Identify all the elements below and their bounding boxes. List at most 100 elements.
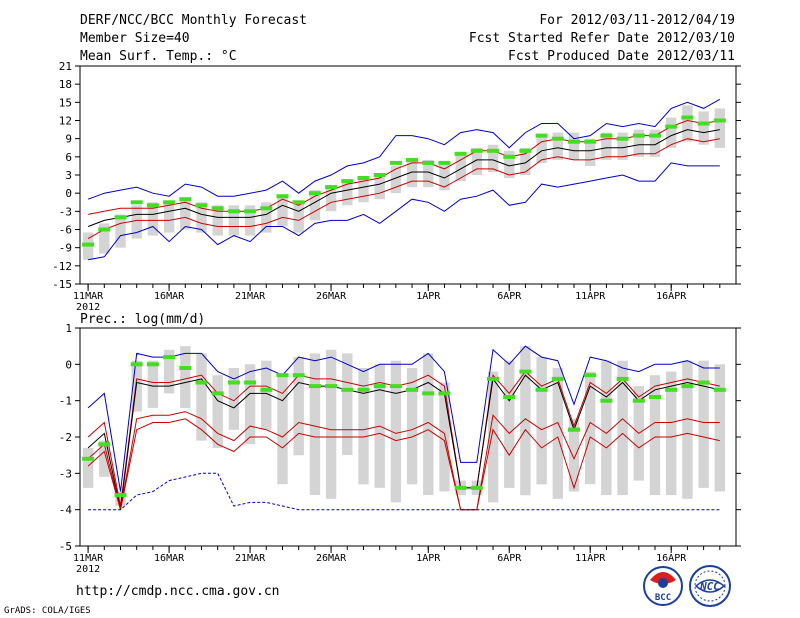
prec-observed-mark — [503, 395, 516, 399]
prec-max-series-line — [87, 345, 720, 492]
prec-observed-mark — [195, 380, 208, 385]
temp-x-tick-label: 6APR — [497, 291, 522, 302]
temp-ensemble-box — [423, 159, 434, 188]
fcst-produced-date-label: Fcst Produced Date 2012/03/11 — [508, 49, 735, 64]
temp-observed-mark — [325, 185, 338, 190]
prec-min-series-line — [88, 472, 720, 511]
temp-x-tick-label: 16MAR — [154, 291, 185, 302]
temp-ensemble-box — [244, 205, 256, 236]
bcc-logo: BCC — [643, 566, 683, 606]
temp-x-tick-label: 11APR — [575, 291, 606, 302]
prec-ensemble-box — [406, 368, 418, 485]
temp-ensemble-box — [552, 132, 563, 160]
temp-observed-mark — [146, 203, 159, 208]
prec-observed-mark — [227, 380, 240, 385]
temp-ensemble-box — [601, 132, 612, 160]
prec-x-tick-label: 1APR — [416, 553, 441, 564]
temp-x-tick-label: 26MAR — [316, 291, 347, 302]
prec-observed-mark — [454, 485, 467, 490]
prec-observed-mark — [82, 456, 95, 461]
temp-y-tick-label: 3 — [65, 169, 72, 182]
prec-ensemble-box — [536, 357, 547, 485]
prec-y-tick-label: -2 — [59, 431, 72, 444]
temp-p80-series-line — [88, 119, 720, 215]
temp-observed-mark — [535, 133, 548, 138]
temp-observed-mark — [357, 176, 370, 180]
prec-observed-mark — [357, 387, 370, 392]
bcc-logo-label: BCC — [655, 593, 671, 603]
temp-observed-mark — [389, 160, 402, 165]
prec-observed-mark — [276, 373, 289, 378]
prec-ensemble-box — [196, 353, 207, 441]
temp-y-tick-label: 12 — [59, 115, 72, 128]
temp-observed-mark — [551, 136, 564, 141]
prec-observed-mark — [535, 387, 548, 392]
prec-observed-mark — [406, 387, 418, 392]
temp-lines-layer — [87, 98, 721, 261]
prec-observed-mark — [519, 369, 532, 374]
temp-observed-mark — [98, 227, 111, 232]
temp-y-tick-label: -12 — [52, 260, 72, 273]
temp-observed-mark — [697, 121, 710, 126]
prec-ensemble-box — [163, 349, 175, 394]
prec-ensemble-box — [666, 371, 677, 496]
temp-observed-mark — [487, 148, 499, 153]
temp-ensemble-box — [698, 111, 709, 145]
prec-observed-mark — [130, 362, 143, 367]
prec-ensemble-box — [682, 360, 693, 499]
prec-ensemble-box — [277, 375, 288, 485]
prec-observed-mark — [632, 398, 645, 403]
temp-ensemble-box — [666, 117, 677, 148]
ncc-logo: NCC — [689, 565, 731, 607]
prec-y-tick-label: -1 — [59, 395, 72, 408]
temp-ensemble-box — [212, 205, 223, 236]
prec-ensemble-box — [552, 368, 563, 499]
prec-ensemble-box — [520, 346, 531, 496]
temp-ensemble-box — [358, 178, 369, 203]
prec-observed-mark — [308, 384, 321, 389]
source-url[interactable]: http://cmdp.ncc.cma.gov.cn — [76, 584, 280, 599]
temp-ensemble-box — [682, 105, 693, 142]
temp-y-tick-label: 15 — [59, 96, 72, 109]
prec-ensemble-box — [309, 353, 321, 496]
prec-lines-layer — [87, 345, 720, 511]
prec-ensemble-box — [649, 375, 661, 496]
temp-observed-mark — [373, 173, 386, 177]
prec-ensemble-box — [180, 346, 191, 408]
temp-ensemble-box — [325, 187, 337, 212]
prec-ensemble-box — [115, 491, 126, 506]
prec-ensemble-box — [568, 418, 580, 492]
temp-observed-mark — [195, 203, 208, 208]
temp-observed-mark — [130, 200, 143, 205]
temp-boxes-layer — [82, 105, 725, 260]
prec-observed-mark — [665, 387, 678, 392]
temp-observed-mark — [568, 139, 580, 144]
temp-ensemble-box — [617, 132, 628, 160]
temp-observed-layer — [82, 115, 726, 247]
temp-min-series-line — [88, 162, 720, 261]
temp-observed-mark — [470, 148, 483, 153]
temp-ensemble-box — [536, 135, 547, 163]
fcst-start-date-label: Fcst Started Refer Date 2012/03/10 — [469, 31, 735, 46]
prec-ensemble-box — [342, 353, 353, 456]
prec-ensemble-box — [244, 364, 256, 445]
temp-p20-series-line — [87, 138, 720, 240]
prec-observed-mark — [260, 387, 273, 392]
prec-observed-mark — [568, 427, 580, 432]
prec-ensemble-box — [585, 371, 596, 485]
temp-observed-mark — [681, 115, 694, 120]
prec-ensemble-box — [714, 364, 725, 492]
prec-x-tick-label: 26MAR — [316, 553, 347, 564]
ncc-globe-icon — [694, 579, 726, 593]
prec-observed-mark — [487, 376, 499, 381]
prec-ensemble-box — [423, 353, 434, 496]
temp-x-tick-year-label: 2012 — [76, 302, 100, 313]
temp-observed-mark — [616, 136, 629, 141]
prec-observed-mark — [292, 373, 305, 378]
prec-x-tick-label: 11APR — [575, 553, 606, 564]
temp-ensemble-box — [147, 202, 159, 236]
temp-x-tick-label: 21MAR — [235, 291, 266, 302]
prec-y-axis: -5 -4 -3 -2 -1 0 1 — [59, 322, 741, 553]
member-size-label: Member Size=40 — [80, 31, 190, 46]
temp-observed-mark — [276, 194, 289, 199]
